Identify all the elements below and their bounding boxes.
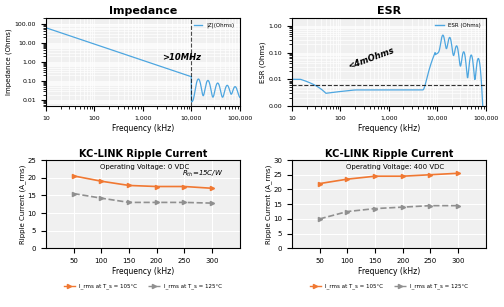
Title: ESR: ESR [377,6,401,16]
X-axis label: Frequency (kHz): Frequency (kHz) [358,123,420,133]
X-axis label: Frequency (kHz): Frequency (kHz) [112,123,174,133]
Legend: I_rms at T_s = 105°C, I_rms at T_s = 125°C: I_rms at T_s = 105°C, I_rms at T_s = 125… [61,282,224,292]
Legend: ESR (Ohms): ESR (Ohms) [433,21,483,30]
Title: KC-LINK Ripple Current: KC-LINK Ripple Current [79,149,207,159]
Y-axis label: ESR (Ohms): ESR (Ohms) [260,41,266,83]
Legend: I_rms at T_s = 105°C, I_rms at T_s = 125°C: I_rms at T_s = 105°C, I_rms at T_s = 125… [307,282,470,292]
Y-axis label: Impedance (Ohms): Impedance (Ohms) [6,29,12,95]
Legend: |Z|(Ohms): |Z|(Ohms) [192,21,237,30]
X-axis label: Frequency (kHz): Frequency (kHz) [358,267,420,276]
Y-axis label: Ripple Current (A_rms): Ripple Current (A_rms) [265,165,272,244]
Title: Impedance: Impedance [109,6,177,16]
X-axis label: Frequency (kHz): Frequency (kHz) [112,267,174,276]
Text: Operating Voltage: 0 VDC: Operating Voltage: 0 VDC [100,164,190,169]
Text: >10MHz: >10MHz [162,53,201,62]
Text: Operating Voltage: 400 VDC: Operating Voltage: 400 VDC [346,164,445,169]
Text: R$_{th}$=15C/W: R$_{th}$=15C/W [181,169,223,179]
Text: <4mOhms: <4mOhms [346,46,395,71]
Y-axis label: Ripple Current (A_rms): Ripple Current (A_rms) [19,165,26,244]
Title: KC-LINK Ripple Current: KC-LINK Ripple Current [325,149,453,159]
